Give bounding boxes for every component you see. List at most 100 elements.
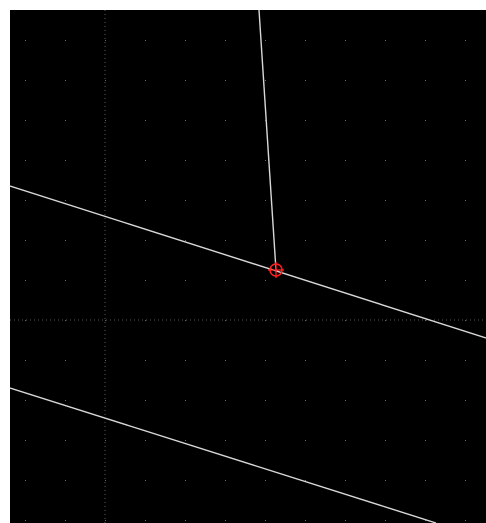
grid-dot [145,280,146,281]
grid-dot [385,80,386,81]
grid-dot [105,40,106,41]
grid-dot [425,520,426,521]
grid-dot [305,480,306,481]
grid-dot [345,440,346,441]
grid-dot [25,240,26,241]
grid-dot [105,200,106,201]
grid-dot [265,440,266,441]
grid-dot [425,320,426,321]
grid-dot [105,520,106,521]
grid-dot [305,360,306,361]
grid-dot [385,280,386,281]
grid-dot [265,160,266,161]
grid-dot [105,400,106,401]
grid-dot [105,240,106,241]
grid-dot [185,200,186,201]
grid-dot [345,480,346,481]
grid-dot [145,80,146,81]
grid-dot [145,480,146,481]
grid-dot [385,40,386,41]
grid-dot [265,280,266,281]
drawing-canvas-svg[interactable] [10,10,486,523]
grid-dot [105,280,106,281]
grid-dot [65,80,66,81]
grid-dot [465,40,466,41]
grid-dot [345,400,346,401]
grid-dot [25,120,26,121]
grid-dot [305,400,306,401]
slanted-segment-lower[interactable] [10,387,437,523]
grid-dot [25,360,26,361]
grid-dot [265,240,266,241]
grid-dot [425,280,426,281]
grid-dot [25,520,26,521]
grid-dot [345,160,346,161]
grid-dot [185,400,186,401]
grid-dot [185,480,186,481]
grid-dot [185,120,186,121]
grid-dot [225,200,226,201]
grid-dot [185,520,186,521]
grid-dot [225,400,226,401]
grid-dot [225,160,226,161]
grid-dot [225,40,226,41]
grid-dot [345,520,346,521]
grid-dot [65,400,66,401]
grid-dot [225,320,226,321]
grid-dot [345,200,346,201]
grid-dot [185,80,186,81]
grid-dot [385,360,386,361]
near-vertical-segment[interactable] [258,10,277,271]
grid-dot [305,240,306,241]
grid-dot [305,80,306,81]
grid-dots [25,40,466,521]
grid-dot [385,240,386,241]
grid-dot [265,400,266,401]
crosshair-circle-icon[interactable] [268,262,284,278]
grid-dot [305,200,306,201]
grid-dot [425,80,426,81]
grid-dot [145,360,146,361]
grid-dot [465,440,466,441]
grid-dot [305,120,306,121]
grid-dot [225,520,226,521]
grid-dot [185,40,186,41]
grid-dot [185,440,186,441]
grid-dot [265,360,266,361]
grid-dot [345,120,346,121]
grid-dot [145,40,146,41]
grid-dot [65,240,66,241]
grid-dot [265,200,266,201]
grid-dot [225,360,226,361]
grid-dot [185,280,186,281]
grid-dot [225,440,226,441]
grid-dot [185,360,186,361]
grid-dot [65,480,66,481]
grid-dot [145,200,146,201]
grid-dot [345,240,346,241]
grid-dot [105,440,106,441]
grid-dot [425,480,426,481]
grid-dot [225,120,226,121]
grid-dot [425,120,426,121]
grid-dot [425,240,426,241]
grid-dot [105,120,106,121]
grid-dot [265,80,266,81]
grid-dot [25,480,26,481]
grid-dot [465,360,466,361]
grid-dot [145,440,146,441]
grid-dot [65,200,66,201]
grid-dot [385,120,386,121]
grid-dot [465,160,466,161]
grid-dot [265,520,266,521]
grid-dot [465,120,466,121]
grid-dot [385,480,386,481]
grid-dot [345,280,346,281]
grid-dot [65,160,66,161]
grid-dot [385,520,386,521]
grid-dot [265,40,266,41]
slanted-segment-upper[interactable] [10,185,486,339]
grid-dot [105,160,106,161]
drawing-canvas[interactable] [10,10,486,523]
